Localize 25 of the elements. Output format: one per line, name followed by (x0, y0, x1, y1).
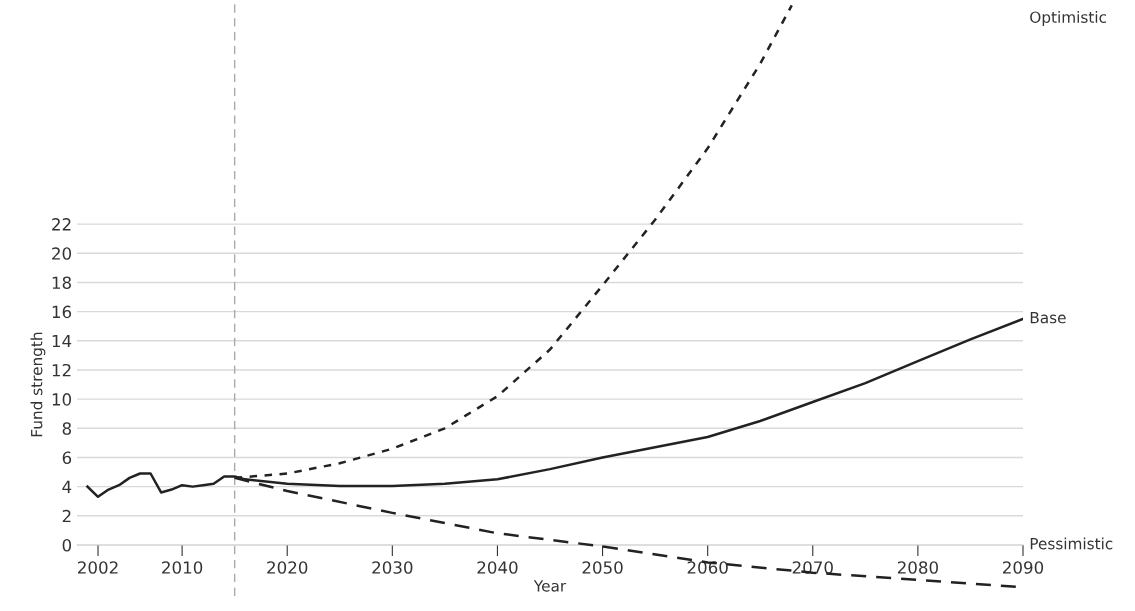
x-tick-label: 2030 (372, 561, 413, 574)
y-tick-label: 4 (62, 480, 72, 493)
y-tick-label: 6 (62, 451, 72, 465)
x-tick-label: 2010 (162, 561, 203, 574)
y-tick-label: 14 (52, 334, 72, 348)
y-tick-label: 2 (62, 509, 71, 523)
y-tick-label: 20 (52, 247, 72, 260)
x-tick-label: 2090 (1003, 561, 1044, 574)
x-axis-title: Year (533, 580, 567, 592)
y-tick-label: 22 (52, 218, 71, 231)
y-tick-label: 18 (52, 276, 71, 290)
y-tick-label: 12 (52, 363, 71, 377)
text: Optimistic (1030, 11, 1107, 26)
y-tick-label: 0 (62, 538, 72, 552)
x-tick-label: 2080 (897, 561, 938, 574)
series-label: Base (1030, 311, 1066, 324)
x-tick-label: 2020 (267, 561, 308, 574)
y-tick-label: 10 (52, 393, 72, 406)
y-tick-label: 8 (62, 422, 71, 435)
text: Pessimistic (1030, 537, 1113, 550)
x-tick-label: 2040 (477, 561, 518, 574)
y-tick-label: 16 (52, 305, 72, 319)
y-axis-title: Fund strength (30, 332, 46, 437)
x-tick-label: 2002 (78, 561, 118, 574)
x-tick-label: 2050 (582, 561, 623, 574)
